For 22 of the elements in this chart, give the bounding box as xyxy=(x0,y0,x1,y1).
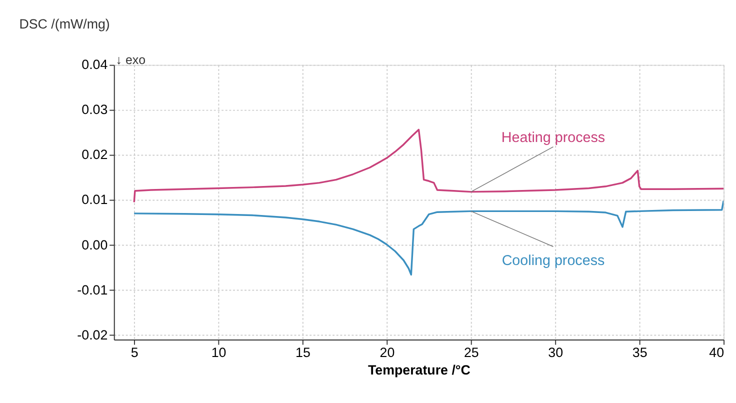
x-tick-label: 40 xyxy=(709,345,724,360)
annotation: Cooling process xyxy=(502,252,605,269)
x-tick-label: 15 xyxy=(296,345,310,360)
x-tick-label: 25 xyxy=(464,345,479,360)
y-tick-label: 0.03 xyxy=(82,102,108,118)
y-tick-label: 0.04 xyxy=(82,57,108,72)
x-axis-title: Temperature /°C xyxy=(368,362,471,378)
y-tick-label: -0.01 xyxy=(77,282,108,298)
line-series xyxy=(133,200,724,276)
y-tick-label: 0.00 xyxy=(82,237,108,252)
x-tick-label: 35 xyxy=(632,345,648,360)
x-tick-label: 10 xyxy=(211,345,226,360)
x-tick-label: 5 xyxy=(130,345,138,360)
y-tick-label: 0.01 xyxy=(82,192,108,208)
y-tick-label: 0.02 xyxy=(82,147,108,162)
x-tick-label: 20 xyxy=(380,345,395,360)
x-tick-label: 30 xyxy=(548,345,564,360)
annotation: ↓ exo xyxy=(116,52,146,67)
y-tick-label: -0.02 xyxy=(77,327,108,342)
line-series xyxy=(133,128,724,204)
y-axis-title: DSC /(mW/mg) xyxy=(19,16,110,32)
annotation: Heating process xyxy=(501,130,606,146)
